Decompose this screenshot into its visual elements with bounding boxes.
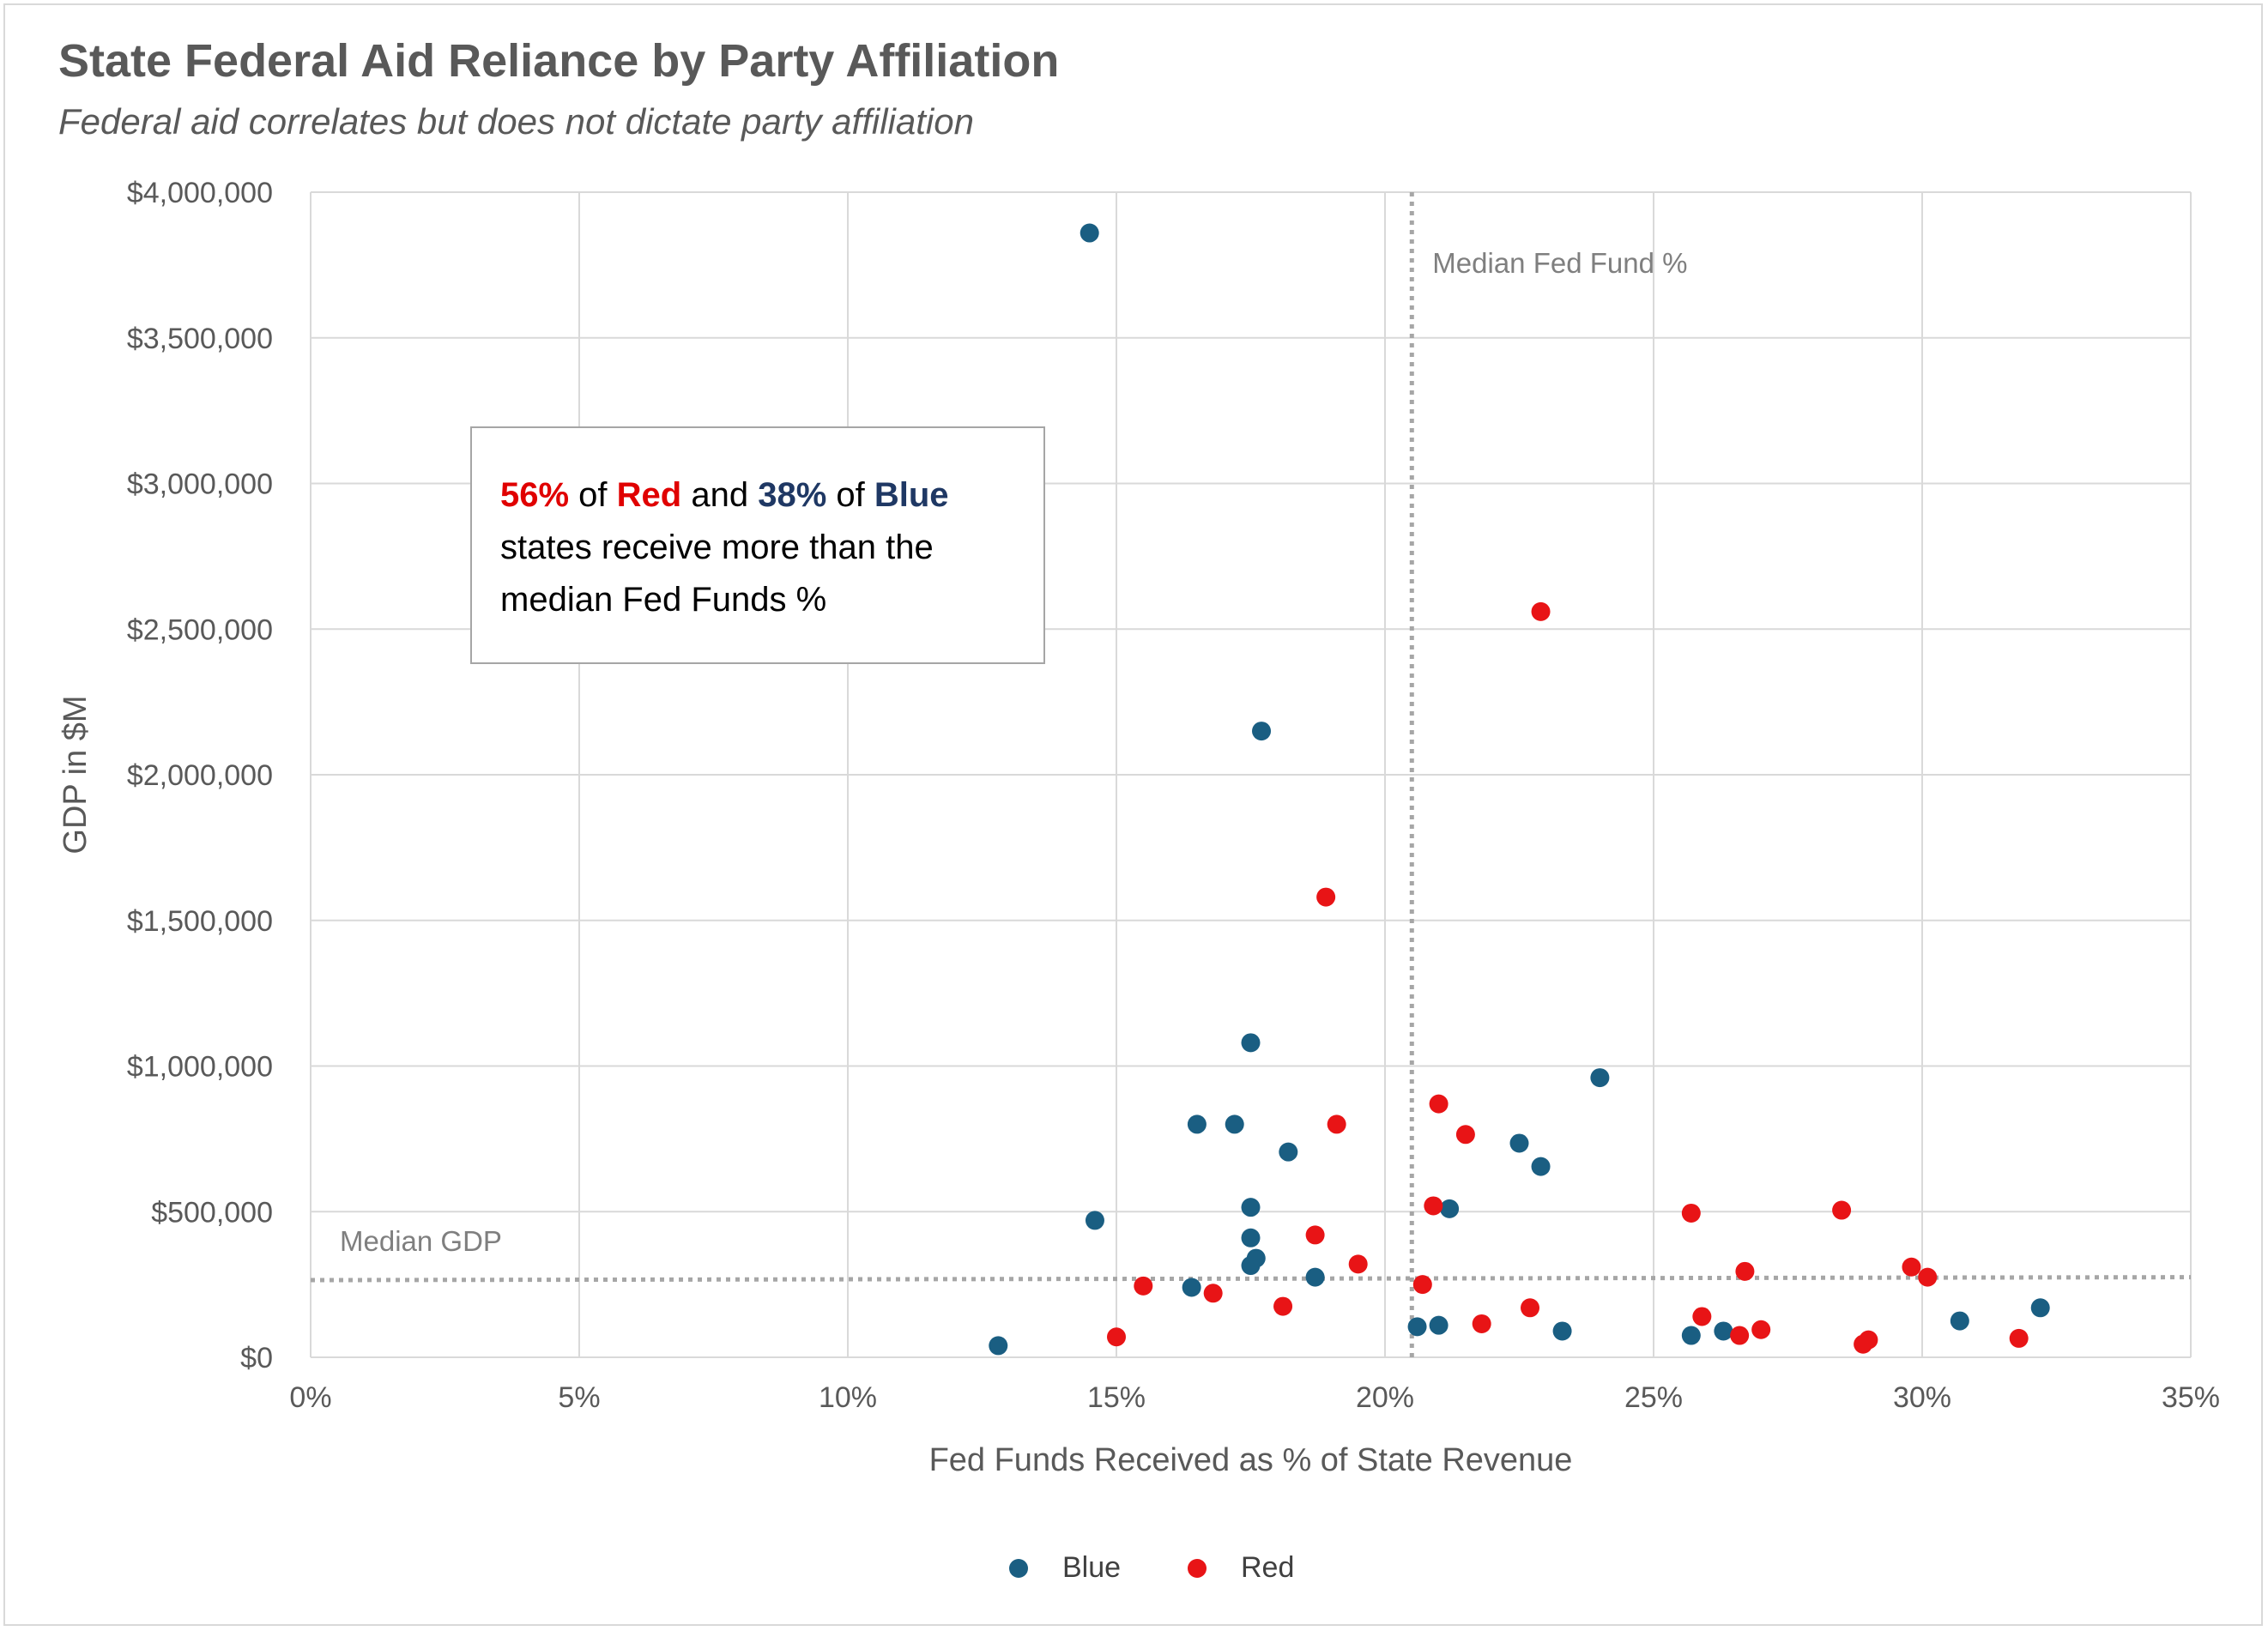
data-point-red[interactable] <box>1316 887 1336 907</box>
data-point-blue[interactable] <box>989 1336 1008 1356</box>
data-point-red[interactable] <box>1681 1203 1701 1223</box>
data-point-blue[interactable] <box>1080 223 1099 243</box>
data-points <box>989 223 2050 1356</box>
data-point-red[interactable] <box>1730 1326 1750 1345</box>
tick-labels: $0 $500,000 $1,000,000 $1,500,000 $2,000,000… <box>127 177 2220 1414</box>
annotation-line-3: median Fed Funds % <box>500 581 827 619</box>
chart-frame <box>3 3 2263 1626</box>
y-tick-label: $500,000 <box>151 1196 273 1229</box>
data-point-blue[interactable] <box>1552 1321 1572 1341</box>
x-tick-label: 10% <box>819 1381 877 1414</box>
chart-subtitle: Federal aid correlates but does not dict… <box>58 101 974 142</box>
annotation-blue-word: Blue <box>874 476 949 514</box>
data-point-blue[interactable] <box>1279 1142 1298 1162</box>
data-point-red[interactable] <box>1348 1254 1368 1274</box>
y-tick-label: $3,000,000 <box>127 468 273 501</box>
median-fed-fund-label: Median Fed Fund % <box>1432 247 1687 279</box>
data-point-blue[interactable] <box>1252 722 1272 741</box>
data-point-red[interactable] <box>1134 1276 1153 1296</box>
data-point-blue[interactable] <box>1187 1115 1207 1134</box>
x-tick-label: 5% <box>558 1381 600 1414</box>
y-tick-label: $0 <box>240 1342 273 1374</box>
data-point-red[interactable] <box>1429 1094 1448 1114</box>
reference-lines <box>310 192 2192 1357</box>
legend: Blue Red <box>0 1551 2268 1594</box>
data-point-red[interactable] <box>1918 1267 1938 1287</box>
data-point-red[interactable] <box>1832 1200 1852 1220</box>
y-tick-label: $4,000,000 <box>127 177 273 209</box>
data-point-blue[interactable] <box>1241 1256 1261 1276</box>
data-point-blue[interactable] <box>1305 1267 1325 1287</box>
data-point-blue[interactable] <box>1531 1157 1551 1176</box>
data-point-blue[interactable] <box>1407 1317 1427 1337</box>
y-tick-label: $1,500,000 <box>127 905 273 938</box>
annotation-line-2: states receive more than the <box>500 529 934 566</box>
data-point-red[interactable] <box>1692 1307 1712 1326</box>
legend-label-red: Red <box>1241 1551 1295 1584</box>
data-point-red[interactable] <box>1327 1115 1346 1134</box>
annotation-text: of <box>826 476 874 514</box>
data-point-red[interactable] <box>1455 1125 1475 1145</box>
y-axis-title: GDP in $M <box>57 695 94 854</box>
data-point-red[interactable] <box>1424 1196 1443 1216</box>
annotation-text: and <box>681 476 759 514</box>
y-tick-label: $2,000,000 <box>127 759 273 792</box>
data-point-blue[interactable] <box>1950 1311 1969 1331</box>
y-tick-label: $1,000,000 <box>127 1051 273 1084</box>
x-axis-title: Fed Funds Received as % of State Revenue <box>929 1442 1573 1478</box>
x-tick-label: 25% <box>1624 1381 1683 1414</box>
data-point-red[interactable] <box>1305 1225 1325 1245</box>
data-point-red[interactable] <box>1107 1327 1126 1347</box>
data-point-blue[interactable] <box>1182 1278 1201 1297</box>
annotation-blue-percent: 38% <box>758 476 827 514</box>
data-point-red[interactable] <box>1472 1314 1491 1333</box>
x-tick-label: 0% <box>289 1381 331 1414</box>
data-point-red[interactable] <box>1203 1284 1223 1303</box>
legend-label-blue: Blue <box>1062 1551 1122 1584</box>
gridlines <box>310 191 2192 1358</box>
x-tick-label: 15% <box>1087 1381 1146 1414</box>
annotation-text: of <box>569 476 617 514</box>
x-tick-label: 30% <box>1893 1381 1951 1414</box>
data-point-red[interactable] <box>1751 1320 1771 1339</box>
data-point-red[interactable] <box>1531 601 1551 621</box>
data-point-blue[interactable] <box>1429 1315 1448 1335</box>
x-tick-label: 35% <box>2162 1381 2220 1414</box>
legend-marker-blue <box>1009 1558 1028 1578</box>
data-point-blue[interactable] <box>1440 1199 1460 1218</box>
median-gdp-line <box>310 1275 2192 1283</box>
annotation-line-1: 56% of Red and 38% of Blue <box>500 469 1043 522</box>
data-point-blue[interactable] <box>1241 1033 1261 1053</box>
data-point-blue[interactable] <box>1241 1228 1261 1247</box>
data-point-red[interactable] <box>1273 1296 1293 1316</box>
data-point-blue[interactable] <box>1509 1133 1529 1153</box>
data-point-red[interactable] <box>1902 1257 1921 1277</box>
data-point-red[interactable] <box>1412 1275 1432 1295</box>
y-tick-label: $3,500,000 <box>127 323 273 355</box>
x-tick-label: 20% <box>1356 1381 1414 1414</box>
median-gdp-label: Median GDP <box>340 1225 502 1257</box>
annotation-box: 56% of Red and 38% of Blue states receiv… <box>470 426 1045 664</box>
data-point-red[interactable] <box>1854 1334 1873 1354</box>
data-point-blue[interactable] <box>1681 1326 1701 1345</box>
legend-marker-red <box>1188 1558 1207 1578</box>
annotation-red-word: Red <box>616 476 682 514</box>
annotation-red-percent: 56% <box>500 476 570 514</box>
data-point-blue[interactable] <box>1590 1068 1610 1088</box>
data-point-blue[interactable] <box>1714 1321 1733 1341</box>
legend-item-red[interactable]: Red <box>1188 1551 1294 1585</box>
y-tick-label: $2,500,000 <box>127 613 273 646</box>
legend-item-blue[interactable]: Blue <box>1009 1551 1121 1585</box>
data-point-red[interactable] <box>2009 1328 2029 1348</box>
data-point-blue[interactable] <box>1225 1115 1244 1134</box>
data-point-red[interactable] <box>1735 1261 1755 1281</box>
chart-title: State Federal Aid Reliance by Party Affi… <box>58 35 1060 87</box>
data-point-blue[interactable] <box>2030 1298 2050 1318</box>
data-point-blue[interactable] <box>1085 1211 1104 1230</box>
data-point-red[interactable] <box>1521 1298 1540 1318</box>
data-point-blue[interactable] <box>1241 1198 1261 1217</box>
